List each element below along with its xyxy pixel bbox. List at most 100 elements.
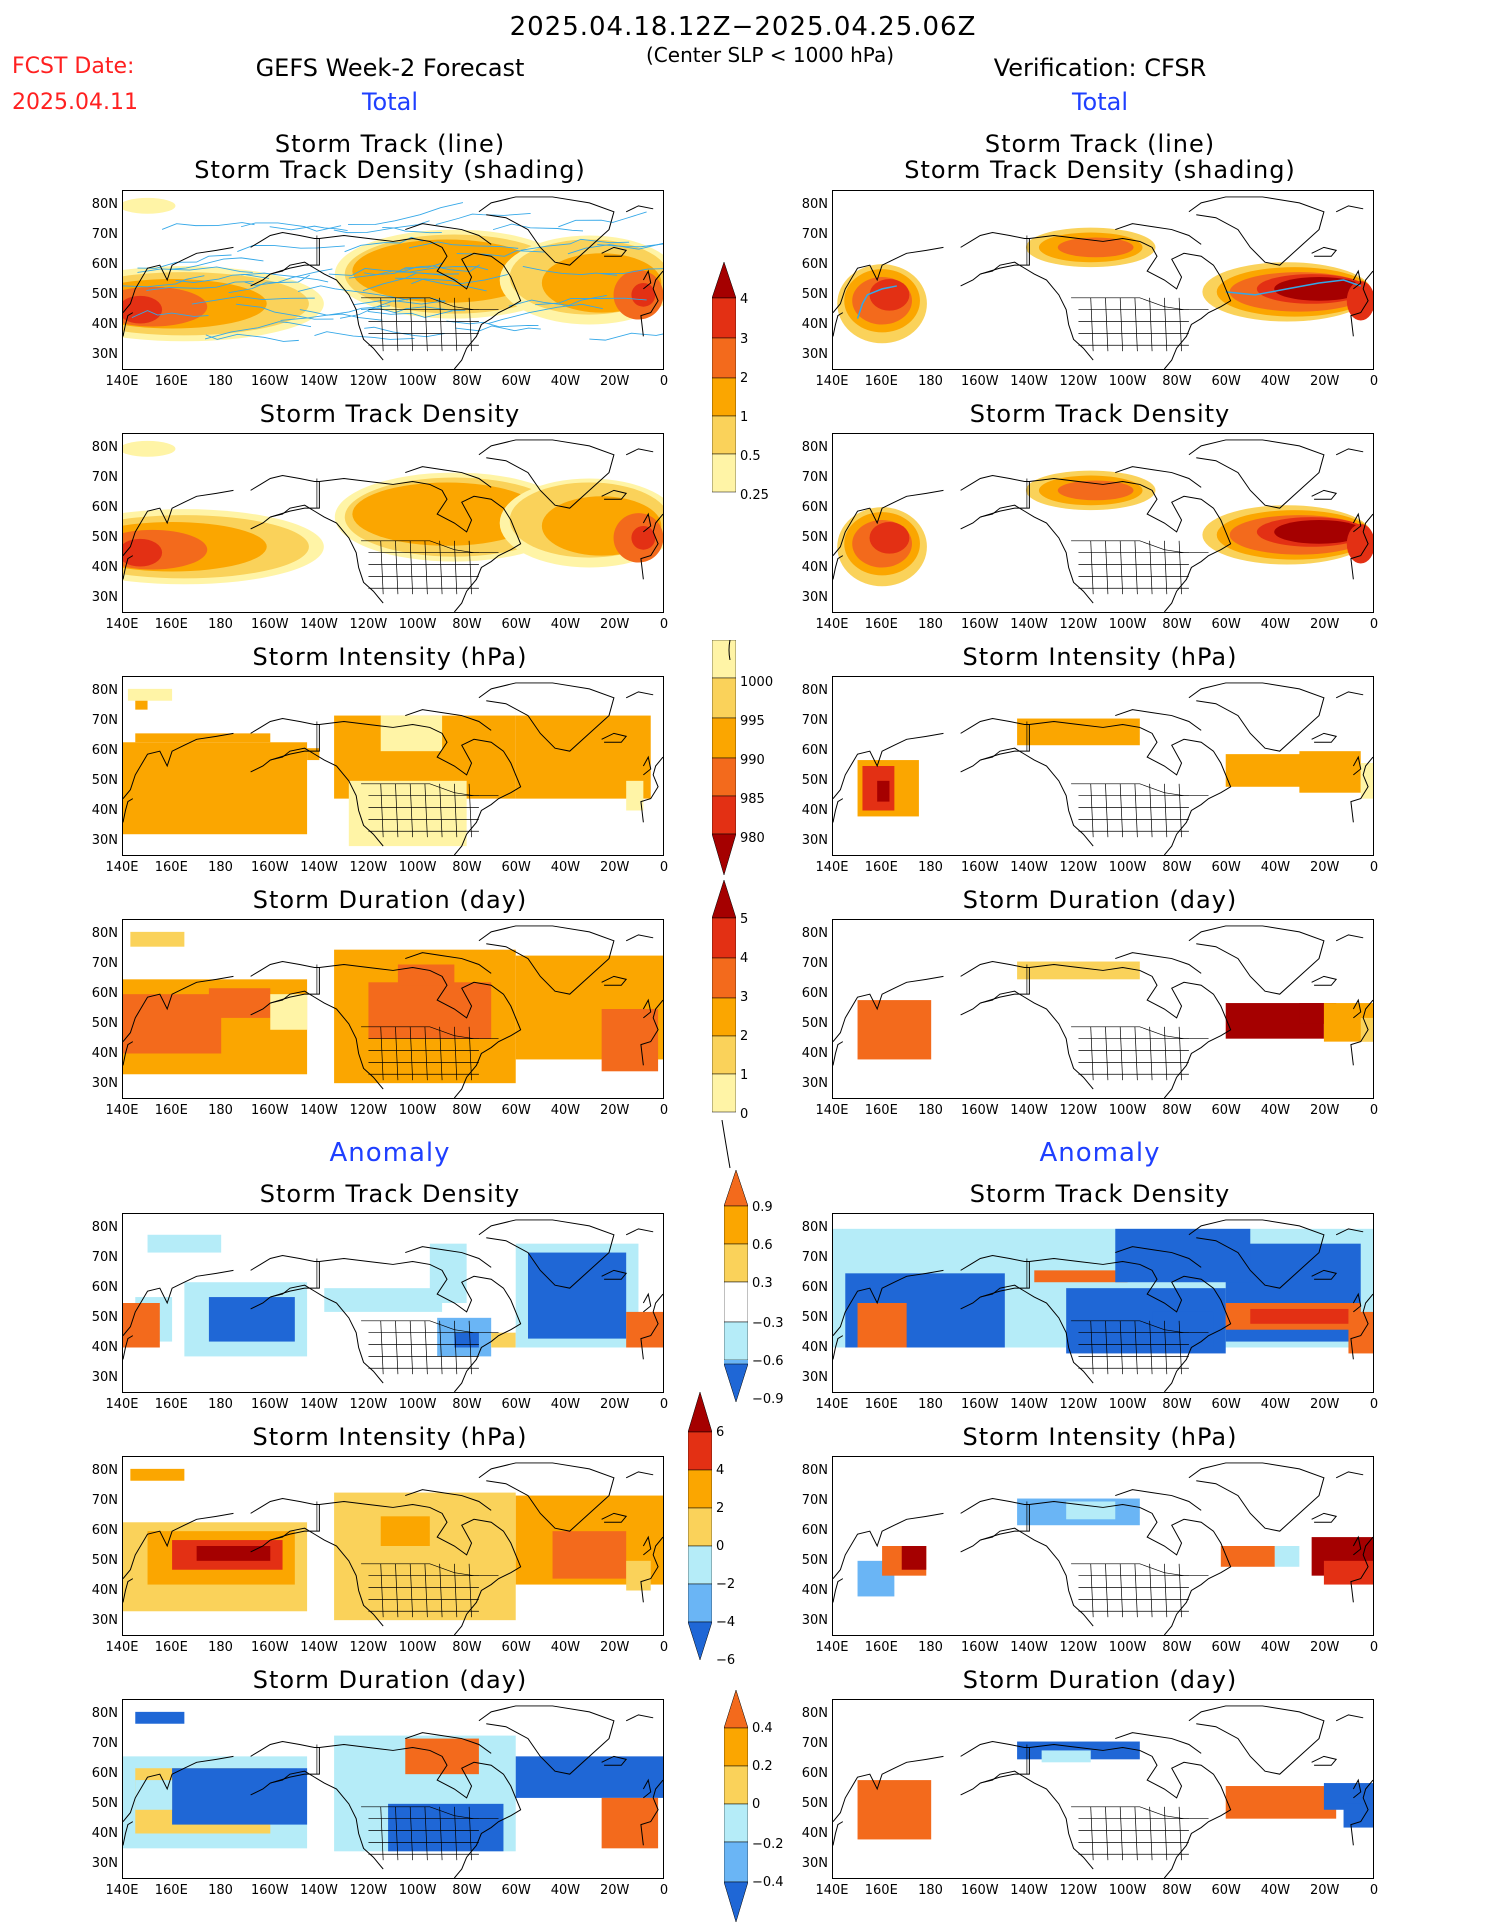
y-tick-label: 50N — [801, 1553, 828, 1568]
y-tick-label: 30N — [801, 833, 828, 848]
x-tick-label: 120W — [1059, 1640, 1098, 1655]
panel-title-duration-anom-left: Storm Duration (day) — [252, 1666, 528, 1694]
y-tick-label: 30N — [801, 1076, 828, 1091]
y-tick-label: 60N — [801, 500, 828, 515]
x-tick-label: 0 — [659, 617, 669, 632]
x-tick-label: 60W — [1211, 1883, 1241, 1898]
x-tick-label: 140W — [300, 1640, 338, 1655]
panel-title-density-left: Storm Track Density — [259, 400, 521, 428]
x-tick-label: 100W — [398, 860, 437, 875]
x-tick-label: 40W — [1260, 860, 1291, 875]
x-tick-label: 140W — [300, 617, 338, 632]
brace-connector-bottom — [721, 1120, 731, 1169]
x-tick-label: 80W — [1162, 1103, 1192, 1118]
x-tick-label: 160W — [250, 1397, 289, 1412]
x-tick-label: 100W — [1108, 1103, 1147, 1118]
panel-title-intensity-anom-right: Storm Intensity (hPa) — [962, 1423, 1238, 1451]
y-tick-label: 60N — [801, 1280, 828, 1295]
left-anomaly-label: Anomaly — [329, 1138, 451, 1168]
map-duration-anomaly-verification — [832, 1699, 1374, 1879]
y-tick-label: 70N — [801, 470, 828, 485]
panel-title-density-anom-right: Storm Track Density — [969, 1180, 1231, 1208]
x-tick-label: 140E — [815, 617, 849, 632]
x-tick-label: 120W — [349, 1103, 388, 1118]
fcst-date-value: 2025.04.11 — [12, 90, 138, 115]
x-tick-label: 100W — [398, 617, 437, 632]
x-tick-label: 160E — [154, 1397, 188, 1412]
x-tick-label: 180 — [918, 617, 943, 632]
x-tick-label: 180 — [208, 860, 233, 875]
y-tick-label: 80N — [91, 683, 118, 698]
x-tick-label: 60W — [1211, 617, 1241, 632]
colorbar-density-total — [712, 262, 736, 493]
x-tick-label: 80W — [452, 1397, 482, 1412]
x-tick-label: 40W — [1260, 1883, 1291, 1898]
map-intensity-verification — [832, 676, 1374, 856]
y-tick-label: 30N — [801, 1370, 828, 1385]
x-tick-label: 120W — [349, 1397, 388, 1412]
x-tick-label: 160W — [250, 374, 289, 389]
x-tick-label: 120W — [1059, 617, 1098, 632]
y-tick-label: 50N — [91, 773, 118, 788]
x-tick-label: 0 — [659, 1883, 669, 1898]
y-tick-label: 70N — [801, 1250, 828, 1265]
x-tick-label: 140W — [1010, 374, 1048, 389]
y-tick-label: 70N — [801, 1736, 828, 1751]
x-tick-label: 80W — [1162, 617, 1192, 632]
y-tick-label: 30N — [91, 1613, 118, 1628]
x-tick-label: 140W — [1010, 1883, 1048, 1898]
map-intensity-forecast — [122, 676, 664, 856]
x-tick-label: 160E — [154, 1640, 188, 1655]
y-tick-label: 40N — [91, 1826, 118, 1841]
cb-density-label-4: 0.5 — [740, 449, 761, 464]
y-tick-label: 60N — [91, 1766, 118, 1781]
y-tick-label: 60N — [91, 500, 118, 515]
x-tick-label: 140E — [105, 1883, 139, 1898]
x-tick-label: 60W — [501, 1397, 531, 1412]
x-tick-label: 120W — [349, 1883, 388, 1898]
x-tick-label: 0 — [1369, 860, 1379, 875]
x-tick-label: 140W — [300, 860, 338, 875]
y-tick-label: 40N — [801, 1340, 828, 1355]
forecast-period: 2025.04.18.12Z−2025.04.25.06Z — [509, 12, 977, 42]
y-tick-label: 60N — [91, 1523, 118, 1538]
x-tick-label: 0 — [659, 374, 669, 389]
y-tick-label: 70N — [91, 470, 118, 485]
y-tick-label: 80N — [91, 1463, 118, 1478]
x-tick-label: 140E — [105, 1397, 139, 1412]
fcst-date-label: FCST Date: — [12, 54, 135, 79]
cb-intensity-anom-label-0: 6 — [716, 1425, 725, 1440]
panel-title-intensity-right: Storm Intensity (hPa) — [962, 643, 1238, 671]
x-tick-label: 160E — [154, 1103, 188, 1118]
x-tick-label: 80W — [452, 1883, 482, 1898]
x-tick-label: 60W — [1211, 1397, 1241, 1412]
x-tick-label: 140W — [1010, 1397, 1048, 1412]
x-tick-label: 120W — [349, 1640, 388, 1655]
x-tick-label: 60W — [501, 860, 531, 875]
x-tick-label: 100W — [1108, 1640, 1147, 1655]
right-column-title: Verification: CFSR — [993, 54, 1207, 82]
x-tick-label: 40W — [1260, 374, 1291, 389]
cb-duration-label-1: 4 — [740, 951, 749, 966]
y-tick-label: 40N — [91, 803, 118, 818]
x-tick-label: 20W — [600, 374, 630, 389]
y-tick-label: 30N — [91, 1076, 118, 1091]
y-tick-label: 80N — [91, 197, 118, 212]
y-tick-label: 70N — [91, 713, 118, 728]
cb-duration-label-2: 3 — [740, 990, 749, 1005]
cb-duration-label-0: 5 — [740, 912, 749, 927]
x-tick-label: 180 — [918, 374, 943, 389]
x-tick-label: 180 — [208, 1397, 233, 1412]
x-tick-label: 180 — [208, 1883, 233, 1898]
x-tick-label: 100W — [398, 1397, 437, 1412]
cb-duration-label-5: 0 — [740, 1107, 749, 1122]
cb-density-label-5: 0.25 — [740, 488, 769, 503]
x-tick-label: 60W — [501, 374, 531, 389]
x-tick-label: 0 — [659, 1397, 669, 1412]
x-tick-label: 60W — [1211, 860, 1241, 875]
x-tick-label: 40W — [550, 374, 581, 389]
y-tick-label: 40N — [801, 1583, 828, 1598]
x-tick-label: 40W — [550, 1640, 581, 1655]
map-track-density-forecast — [122, 190, 664, 370]
x-tick-label: 160E — [864, 374, 898, 389]
